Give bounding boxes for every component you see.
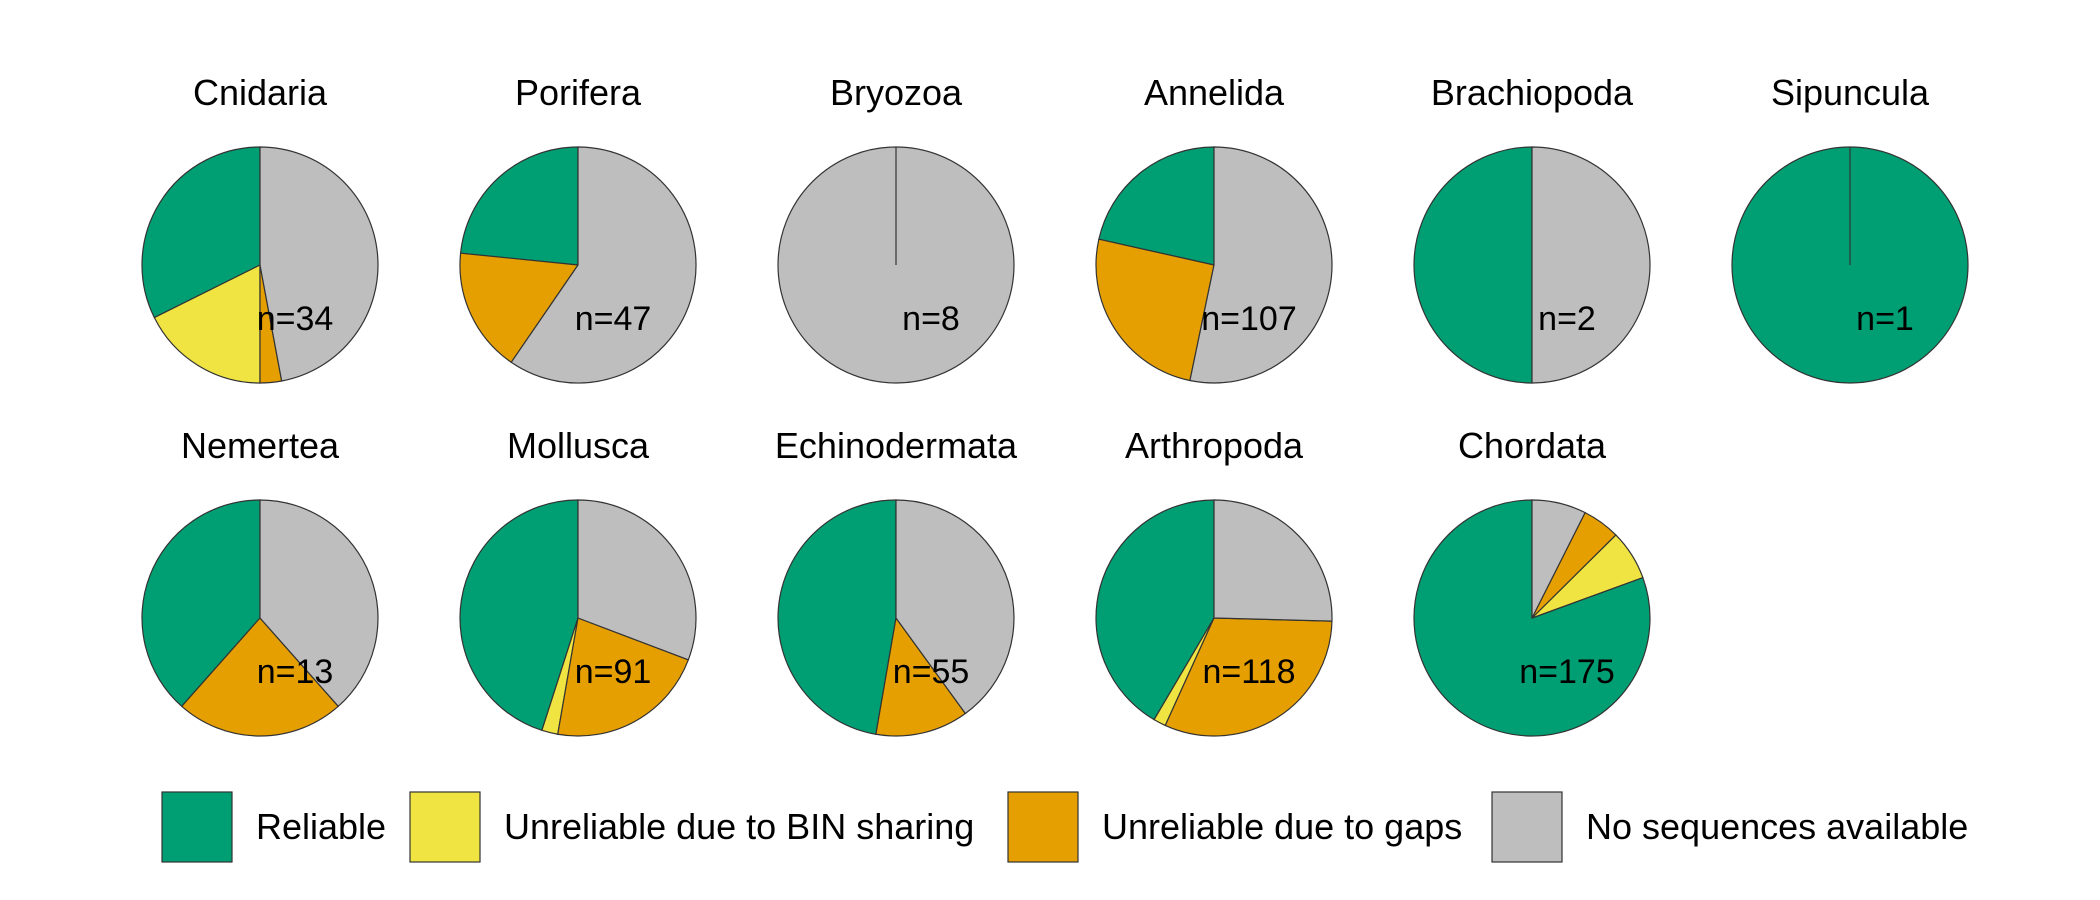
pie-count-label: n=91 xyxy=(575,653,652,691)
slice-unreliable-due-to-gaps xyxy=(180,617,340,737)
slice-unreliable-due-to-bin-sharing xyxy=(153,264,261,384)
pie-count-label: n=34 xyxy=(257,300,334,338)
slice-no-sequences-available xyxy=(510,146,697,384)
pie-bryozoa: Bryozoa n=8 xyxy=(777,72,1015,384)
pie-count-label: n=13 xyxy=(257,653,334,691)
pie-annelida: Annelida n=107 xyxy=(1095,72,1333,384)
pie-echinodermata: Echinodermata n=55 xyxy=(775,425,1018,737)
pie-chordata: Chordata n=175 xyxy=(1413,425,1651,737)
pie-count-label: n=55 xyxy=(893,653,970,691)
slice-reliable xyxy=(459,499,579,732)
slice-no-sequences-available xyxy=(577,499,697,661)
slice-no-sequences-available xyxy=(259,499,379,708)
pie-cnidaria: Cnidaria n=34 xyxy=(141,72,379,384)
pie-title: Arthropoda xyxy=(1125,425,1304,466)
legend-label: Unreliable due to BIN sharing xyxy=(504,806,974,847)
slice-reliable xyxy=(777,499,897,735)
pie-count-label: n=107 xyxy=(1201,300,1297,338)
slice-no-sequences-available xyxy=(1531,146,1651,384)
pie-nemertea: Nemertea n=13 xyxy=(141,425,379,737)
legend-swatch xyxy=(161,791,233,863)
slice-no-sequences-available xyxy=(1531,499,1586,619)
pie-title: Chordata xyxy=(1458,425,1607,466)
legend: Reliable Unreliable due to BIN sharing Unr… xyxy=(161,791,1968,863)
slice-unreliable-due-to-gaps xyxy=(459,252,580,364)
pie-title: Echinodermata xyxy=(775,425,1018,466)
slice-unreliable-due-to-gaps xyxy=(1095,238,1215,382)
legend-item-reliable: Reliable xyxy=(161,791,386,863)
pie-porifera: Porifera n=47 xyxy=(459,72,697,384)
pie-title: Nemertea xyxy=(181,425,340,466)
slice-no-sequences-available xyxy=(895,499,1015,715)
slice-reliable xyxy=(459,146,579,266)
pie-title: Brachiopoda xyxy=(1431,72,1634,113)
pie-title: Cnidaria xyxy=(193,72,328,113)
slice-reliable xyxy=(1413,146,1533,384)
pie-title: Sipuncula xyxy=(1771,72,1930,113)
slice-no-sequences-available xyxy=(1189,146,1333,384)
pie-count-label: n=2 xyxy=(1538,300,1596,338)
legend-swatch xyxy=(1491,791,1563,863)
slice-unreliable-due-to-gaps xyxy=(1164,617,1333,737)
slice-no-sequences-available xyxy=(1213,499,1333,622)
legend-label: No sequences available xyxy=(1586,806,1968,847)
legend-swatch xyxy=(1007,791,1079,863)
pie-count-label: n=118 xyxy=(1203,653,1296,691)
pie-arthropoda: Arthropoda n=118 xyxy=(1095,425,1333,737)
legend-label: Unreliable due to gaps xyxy=(1102,806,1462,847)
slice-reliable xyxy=(1095,499,1215,721)
slice-reliable xyxy=(141,499,261,708)
pie-count-label: n=8 xyxy=(902,300,960,338)
pie-title: Porifera xyxy=(515,72,642,113)
slice-reliable xyxy=(141,146,261,319)
pie-grid: Cnidaria n=34 Porifera n=47 Bryozoa n=8 Anneli… xyxy=(141,72,1969,737)
pie-count-label: n=1 xyxy=(1856,300,1914,338)
slice-no-sequences-available xyxy=(259,146,379,382)
pie-title: Annelida xyxy=(1144,72,1285,113)
legend-item-unreliable-due-to-gaps: Unreliable due to gaps xyxy=(1007,791,1462,863)
pie-sipuncula: Sipuncula n=1 xyxy=(1731,72,1969,384)
pie-brachiopoda: Brachiopoda n=2 xyxy=(1413,72,1651,384)
slice-reliable xyxy=(1098,146,1215,266)
pie-mollusca: Mollusca n=91 xyxy=(459,425,697,737)
legend-item-no-sequences-available: No sequences available xyxy=(1491,791,1968,863)
legend-item-unreliable-due-to-bin-sharing: Unreliable due to BIN sharing xyxy=(409,791,974,863)
legend-swatch xyxy=(409,791,481,863)
pie-title: Mollusca xyxy=(507,425,650,466)
pie-count-label: n=175 xyxy=(1519,653,1615,691)
slice-unreliable-due-to-gaps xyxy=(875,616,967,737)
legend-label: Reliable xyxy=(256,806,386,847)
pie-title: Bryozoa xyxy=(830,72,963,113)
pie-count-label: n=47 xyxy=(575,300,652,338)
